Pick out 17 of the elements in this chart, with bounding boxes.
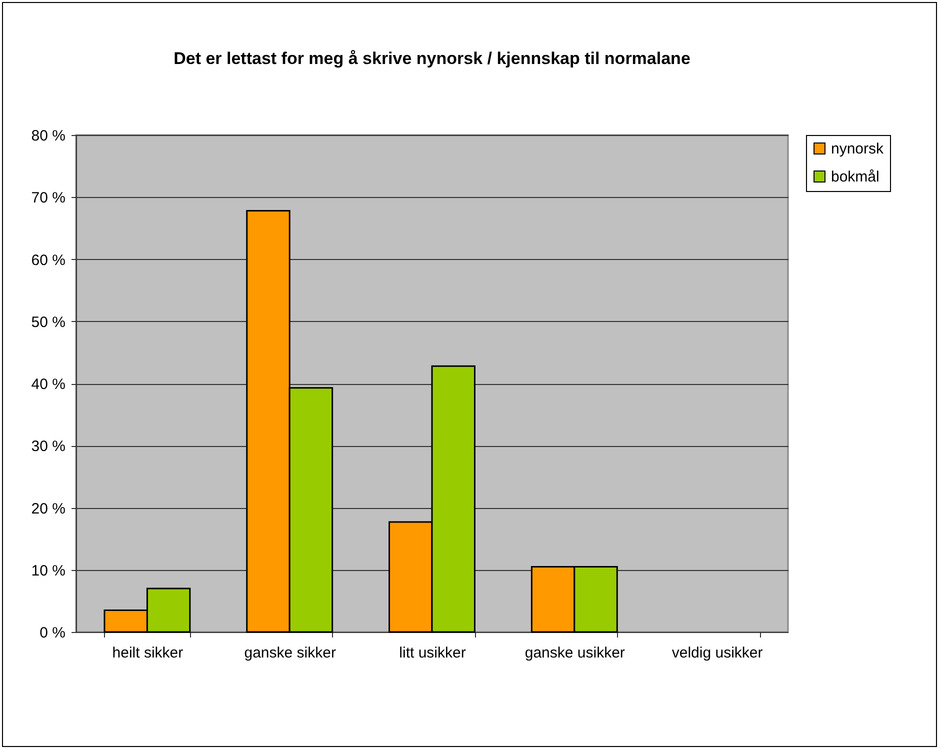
x-tick-label: ganske sikker xyxy=(244,644,336,662)
x-tick-label: veldig usikker xyxy=(672,644,763,662)
y-tick-label: 50 % xyxy=(31,314,66,331)
y-tick-label: 80 % xyxy=(31,128,66,144)
y-tick-label: 30 % xyxy=(31,438,66,456)
chart-title: Det er lettast for meg å skrive nynorsk / kjennskap til normalane xyxy=(174,49,690,68)
y-tick-label: 20 % xyxy=(31,500,66,518)
y-tick-label: 70 % xyxy=(31,190,66,207)
x-tick-label: ganske usikker xyxy=(524,644,625,662)
x-tick-label: litt usikker xyxy=(399,644,466,662)
x-tick-label: heilt sikker xyxy=(112,644,184,662)
y-tick-label: 40 % xyxy=(31,376,66,393)
y-tick-label: 10 % xyxy=(31,562,66,580)
legend-label: bokmål xyxy=(831,168,880,186)
legend-label: nynorsk xyxy=(831,140,884,158)
y-tick-label: 0 % xyxy=(40,624,66,642)
y-tick-label: 60 % xyxy=(31,252,66,269)
